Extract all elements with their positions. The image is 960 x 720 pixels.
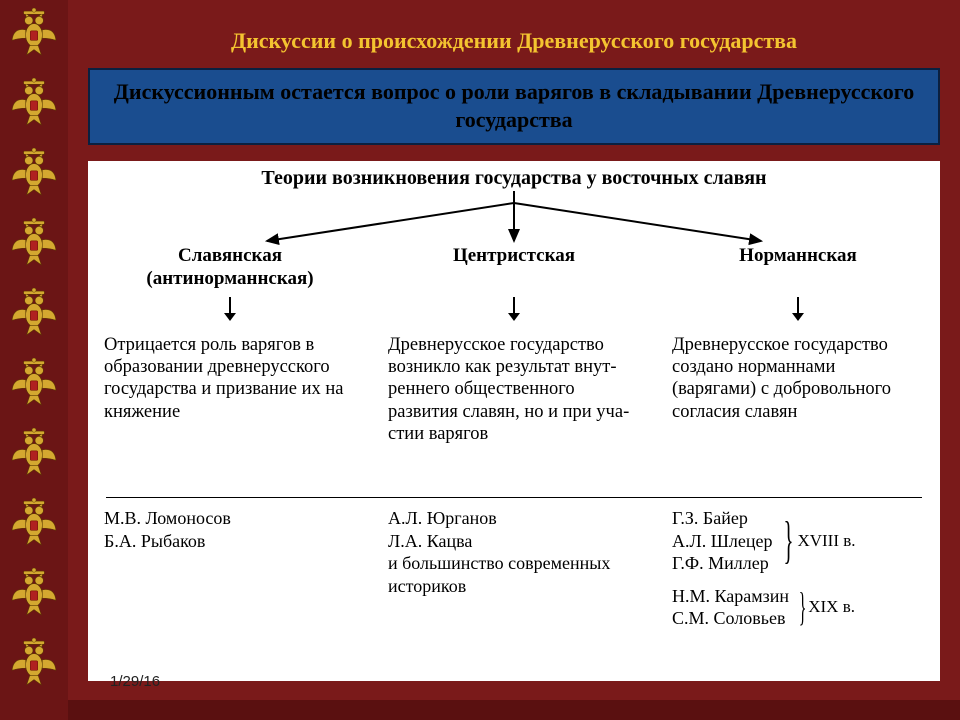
century-label: XVIII в. (795, 530, 855, 551)
theory-authors: А.Л. ЮргановЛ.А. Кацваи большинство совр… (372, 501, 656, 636)
eagle-icon (8, 358, 60, 410)
slide-content: Дискуссии о происхождении Древнерусского… (68, 0, 960, 720)
century-label: XIX в. (806, 596, 855, 617)
eagle-icon (8, 428, 60, 480)
theories-diagram: Теории возникновения государства у восто… (88, 161, 940, 681)
eagle-icon (8, 498, 60, 550)
theory-column: Славянская(антинорманнская) Отрицается ро… (88, 245, 372, 445)
eagle-icon (8, 78, 60, 130)
theory-description: Древнерусское госу­дарство создано нор­м… (672, 334, 924, 423)
eagle-icon (8, 218, 60, 270)
theory-columns: Славянская(антинорманнская) Отрицается ро… (88, 245, 940, 445)
slide-title: Дискуссии о происхождении Древнерусского… (68, 0, 960, 68)
theory-name: Славянская(антинорманнская) (146, 245, 313, 293)
theory-name: Норманнская (739, 245, 857, 293)
theory-name: Центристская (453, 245, 575, 293)
slide-date: 1/29/16 (110, 673, 160, 690)
column-arrow (788, 297, 808, 328)
diagram-heading: Теории возникновения государства у восто… (88, 161, 940, 190)
theory-description: Отрицается роль варя­гов в образовании д… (104, 334, 356, 423)
century-bracket: }XVIII в. (778, 525, 855, 556)
eagle-icon (8, 638, 60, 690)
eagle-icon (8, 288, 60, 340)
century-bracket: }XIX в. (795, 595, 855, 619)
footer-bar (68, 700, 960, 720)
branch-arrows (88, 191, 940, 251)
down-arrow-icon (504, 297, 524, 323)
down-arrow-icon (220, 297, 240, 323)
eagle-icon (8, 568, 60, 620)
author-group: Г.З. БайерА.Л. ШлецерГ.Ф. Миллер}XVIII в… (672, 507, 924, 575)
column-arrow (504, 297, 524, 328)
theory-authors: М.В. ЛомоносовБ.А. Рыбаков (88, 501, 372, 636)
author-names: Г.З. БайерА.Л. ШлецерГ.Ф. Миллер (672, 507, 772, 575)
authors-row: М.В. ЛомоносовБ.А. РыбаковА.Л. ЮргановЛ.… (88, 501, 940, 636)
author-group: Н.М. КарамзинС.М. Соловьев}XIX в. (672, 585, 924, 630)
column-arrow (220, 297, 240, 328)
eagle-icon (8, 8, 60, 60)
theory-authors: Г.З. БайерА.Л. ШлецерГ.Ф. Миллер}XVIII в… (656, 501, 940, 636)
eagle-sidebar (0, 0, 68, 720)
subtitle-box: Дискуссионным остается вопрос о роли вар… (88, 68, 940, 145)
down-arrow-icon (788, 297, 808, 323)
theory-column: Норманнская Древнерусское госу­дарство со… (656, 245, 940, 445)
author-names: Н.М. КарамзинС.М. Соловьев (672, 585, 789, 630)
theory-description: Древнерусское госу­дарство возникло как … (388, 334, 640, 445)
divider-line (106, 497, 922, 498)
theory-column: Центристская Древнерусское госу­дарство в… (372, 245, 656, 445)
eagle-icon (8, 148, 60, 200)
